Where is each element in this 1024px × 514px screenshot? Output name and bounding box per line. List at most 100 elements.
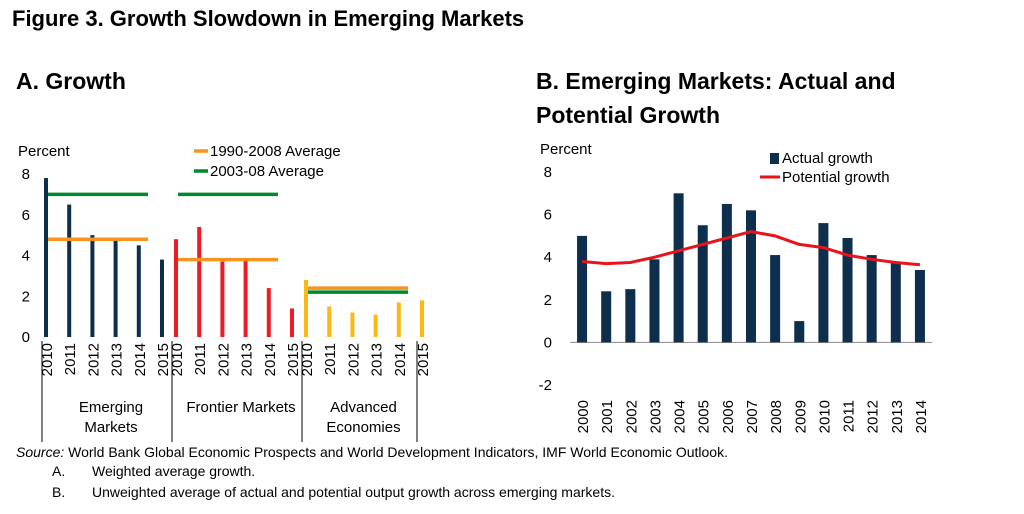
- bar: [113, 239, 118, 337]
- bar: [90, 235, 95, 337]
- legend-label: 2003-08 Average: [210, 163, 324, 180]
- note-a-text: Weighted average growth.: [92, 463, 256, 479]
- x-tick-label: 2012: [345, 343, 362, 376]
- actual-growth-bar: [890, 261, 901, 343]
- x-tick-label: 2014: [132, 343, 149, 376]
- legend-label-potential: Potential growth: [782, 169, 890, 186]
- y-tick-label: 8: [22, 166, 30, 183]
- actual-growth-bar: [697, 225, 708, 343]
- group-label: Economies: [326, 419, 400, 436]
- x-tick-label: 2010: [39, 343, 56, 376]
- group-label: Markets: [84, 419, 137, 436]
- actual-growth-bar: [721, 203, 732, 343]
- bar: [304, 279, 308, 337]
- bar: [327, 306, 332, 337]
- x-tick-label: 2002: [623, 400, 640, 433]
- y-tick-label: 2: [544, 292, 552, 309]
- x-tick-label: 2011: [841, 400, 858, 432]
- x-tick-label: 2012: [215, 343, 232, 376]
- x-tick-label: 2007: [744, 400, 761, 433]
- y-axis-title: Percent: [18, 143, 71, 160]
- actual-growth-bar: [770, 255, 781, 343]
- actual-growth-bar: [649, 259, 660, 343]
- panel-a-chart: Percent 0 2 4 6 8 2010 2011 2012 2013 2014 2015 Emer…: [18, 143, 432, 442]
- bar: [67, 204, 72, 337]
- note-a: A. Weighted average growth.: [52, 463, 255, 479]
- actual-growth-bar: [625, 289, 636, 343]
- x-tick-label: 2006: [720, 400, 737, 433]
- note-b-text: Unweighted average of actual and potenti…: [92, 484, 615, 500]
- actual-growth-bar: [866, 255, 877, 343]
- panel-a-title: A. Growth: [16, 68, 126, 94]
- x-tick-label: 2015: [155, 343, 172, 376]
- actual-growth-bar: [577, 235, 588, 343]
- x-tick-label: 2009: [792, 400, 809, 433]
- note-b-label: B.: [52, 484, 66, 500]
- x-tick-label: 2013: [239, 343, 256, 376]
- x-tick-label: 2003: [647, 400, 664, 433]
- note-b: B. Unweighted average of actual and poten…: [52, 484, 615, 500]
- actual-growth-bar: [673, 193, 684, 343]
- source-text: World Bank Global Economic Prospects and…: [64, 444, 728, 460]
- bar: [350, 312, 355, 337]
- x-tick-label: 2014: [392, 343, 409, 376]
- x-tick-label: 2011: [62, 343, 79, 375]
- x-tick-label: 2008: [768, 400, 785, 433]
- y-tick-label: -2: [539, 377, 552, 394]
- x-tick-label: 2012: [85, 343, 102, 376]
- x-tick-label: 2015: [285, 343, 302, 376]
- x-tick-label: 2001: [599, 400, 616, 433]
- bar: [373, 314, 378, 337]
- actual-growth-bar: [601, 291, 612, 343]
- bar: [197, 226, 202, 337]
- bar: [243, 259, 248, 337]
- y-tick-label: 0: [544, 334, 552, 351]
- legend-label-actual: Actual growth: [782, 150, 873, 167]
- figure-title: Figure 3. Growth Slowdown in Emerging Ma…: [12, 6, 525, 31]
- source-label: Source:: [16, 444, 65, 460]
- actual-growth-bar: [794, 321, 805, 343]
- y-tick-label: 0: [22, 329, 30, 346]
- y-tick-label: 4: [22, 248, 30, 265]
- y-tick-label: 6: [544, 207, 552, 224]
- x-tick-label: 2015: [415, 343, 432, 376]
- potential-growth-line: [581, 230, 921, 267]
- bar: [160, 259, 164, 337]
- x-tick-label: 2014: [262, 343, 279, 376]
- y-tick-label: 2: [22, 288, 30, 305]
- group-label: Frontier Markets: [186, 399, 295, 416]
- x-tick-label: 2013: [369, 343, 386, 376]
- x-tick-label: 2014: [913, 400, 930, 433]
- y-axis-title: Percent: [540, 141, 593, 158]
- y-tick-label: 8: [544, 164, 552, 181]
- x-tick-label: 2004: [672, 400, 689, 433]
- actual-growth-bar: [746, 210, 756, 343]
- source-note: Source: World Bank Global Economic Prosp…: [16, 444, 728, 460]
- x-tick-label: 2005: [696, 400, 713, 433]
- panel-b-chart: Percent -2 0 2 4 6 8 2000 2001 2002 2003 2004 2005 20…: [539, 141, 932, 433]
- x-tick-label: 2013: [109, 343, 126, 376]
- note-a-label: A.: [52, 463, 66, 479]
- legend-label: 1990-2008 Average: [210, 143, 341, 160]
- actual-growth-bar: [914, 269, 925, 343]
- bar: [220, 261, 225, 337]
- bar: [174, 239, 178, 337]
- y-tick-label: 4: [544, 249, 552, 266]
- y-tick-label: 6: [22, 207, 30, 224]
- x-tick-label: 2011: [322, 343, 339, 375]
- panel-b-title-line1: B. Emerging Markets: Actual and: [536, 68, 896, 94]
- x-tick-label: 2010: [816, 400, 833, 433]
- group-label: Emerging: [79, 399, 143, 416]
- x-tick-label: 2013: [889, 400, 906, 433]
- group-label: Advanced: [330, 399, 397, 416]
- x-tick-label: 2010: [299, 343, 316, 376]
- x-tick-label: 2000: [575, 400, 592, 433]
- x-tick-label: 2012: [865, 400, 882, 433]
- actual-growth-bar: [818, 223, 829, 343]
- x-tick-label: 2010: [169, 343, 186, 376]
- legend-swatch-actual: [770, 153, 779, 164]
- bar: [266, 288, 271, 337]
- bar: [396, 302, 401, 337]
- bar: [290, 308, 294, 337]
- panel-b-title-line2: Potential Growth: [536, 102, 720, 128]
